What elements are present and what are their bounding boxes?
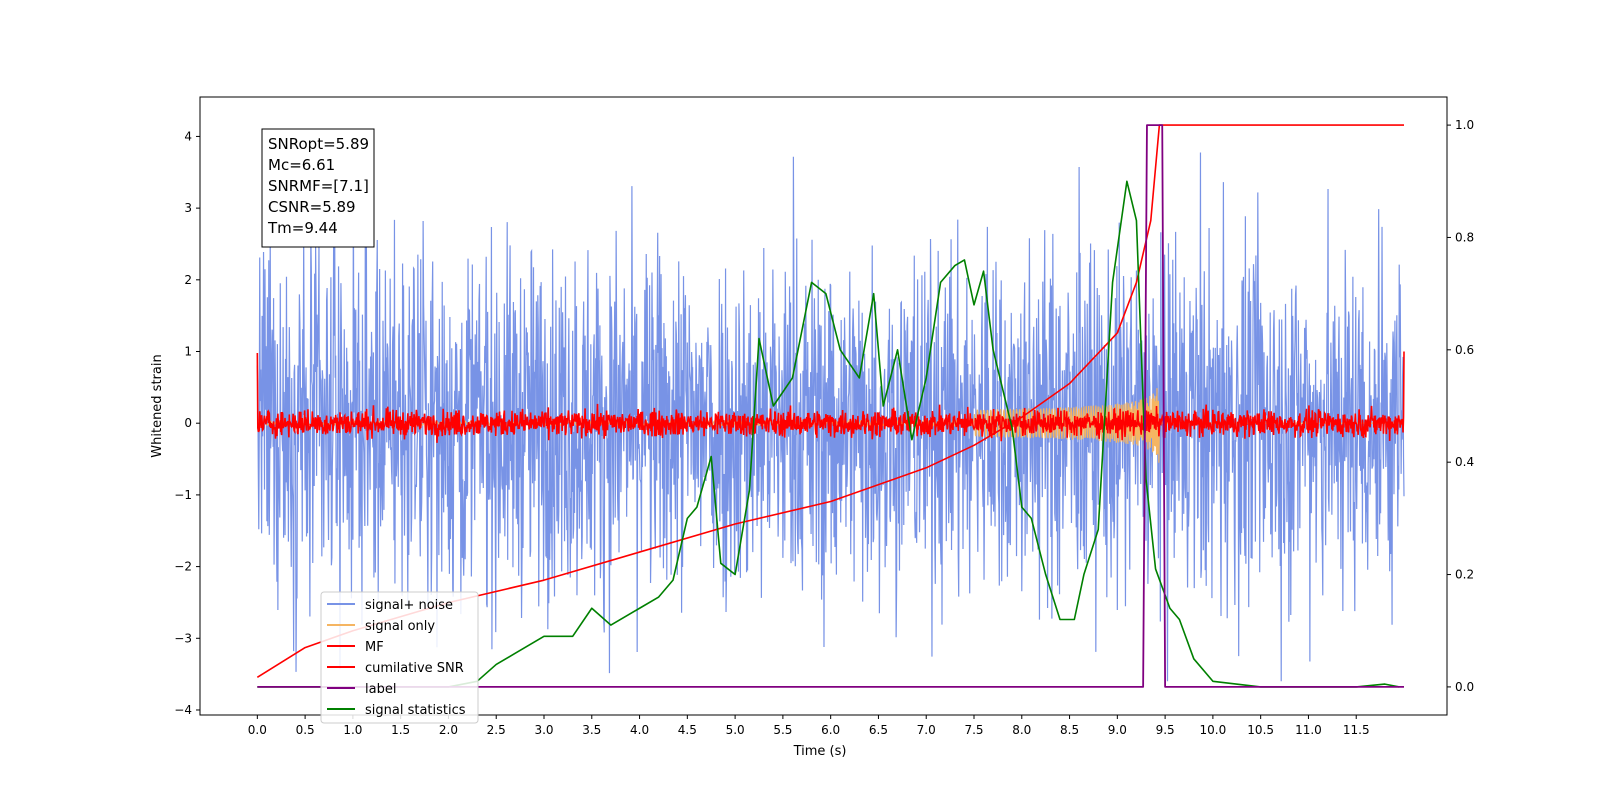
series-signal-noise bbox=[256, 152, 1405, 682]
x-tick-label: 1.5 bbox=[391, 723, 410, 737]
legend-label-signal-noise: signal+ noise bbox=[365, 598, 453, 613]
y-right-tick-label: 0.6 bbox=[1455, 343, 1474, 357]
legend-label-mf: MF bbox=[365, 640, 384, 655]
x-tick-label: 0.5 bbox=[296, 723, 315, 737]
legend-frame bbox=[320, 591, 479, 724]
legend-label-signal-only: signal only bbox=[365, 619, 435, 634]
x-tick-label: 6.0 bbox=[821, 723, 840, 737]
x-tick-label: 4.0 bbox=[630, 723, 649, 737]
y-left-tick-label: 4 bbox=[184, 129, 192, 143]
y-right-tick-label: 0.4 bbox=[1455, 455, 1474, 469]
x-tick-label: 8.5 bbox=[1060, 723, 1079, 737]
x-tick-label: 9.0 bbox=[1108, 723, 1127, 737]
x-tick-label: 2.0 bbox=[439, 723, 458, 737]
y-axis-label: Whitened strain bbox=[150, 354, 165, 457]
y-right-tick-label: 0.2 bbox=[1455, 568, 1474, 582]
x-tick-label: 0.0 bbox=[248, 723, 267, 737]
x-axis-label: Time (s) bbox=[793, 744, 847, 759]
x-tick-label: 9.5 bbox=[1156, 723, 1175, 737]
info-snr-mf: SNRMF=[7.1] bbox=[268, 177, 369, 195]
x-tick-label: 3.0 bbox=[534, 723, 553, 737]
info-snr-opt: SNRopt=5.89 bbox=[268, 135, 369, 153]
x-tick-label: 8.0 bbox=[1012, 723, 1031, 737]
y-right-tick-label: 0.8 bbox=[1455, 230, 1474, 244]
series-signal-statistics bbox=[257, 180, 1400, 688]
info-box: SNRopt=5.89 Mc=6.61 SNRMF=[7.1] CSNR=5.8… bbox=[261, 128, 375, 248]
legend-label-cumulative-snr: cumilative SNR bbox=[365, 661, 464, 676]
plot-frame bbox=[199, 96, 1448, 716]
legend-label-signal-statistics: signal statistics bbox=[365, 703, 466, 718]
legend-label-label: label bbox=[365, 682, 396, 697]
x-tick-label: 7.0 bbox=[917, 723, 936, 737]
x-tick-label: 1.0 bbox=[343, 723, 362, 737]
y-left-tick-label: −1 bbox=[174, 488, 192, 502]
y-left-tick-label: 1 bbox=[184, 345, 192, 359]
y-left-tick-label: −3 bbox=[174, 631, 192, 645]
y-right-tick-label: 1.0 bbox=[1455, 118, 1474, 132]
x-tick-label: 4.5 bbox=[678, 723, 697, 737]
y-right-tick-label: 0.0 bbox=[1455, 680, 1474, 694]
x-tick-label: 7.5 bbox=[964, 723, 983, 737]
info-csnr: CSNR=5.89 bbox=[268, 198, 356, 216]
x-tick-label: 11.0 bbox=[1295, 723, 1322, 737]
x-tick-label: 10.0 bbox=[1200, 723, 1227, 737]
x-tick-label: 3.5 bbox=[582, 723, 601, 737]
legend: signal+ noise signal only MF cumilative … bbox=[320, 591, 479, 724]
x-tick-label: 5.0 bbox=[726, 723, 745, 737]
y-left-tick-label: 2 bbox=[184, 273, 192, 287]
series-mf bbox=[256, 351, 1405, 443]
x-tick-label: 5.5 bbox=[773, 723, 792, 737]
y-left-tick-label: 0 bbox=[184, 416, 192, 430]
x-tick-label: 11.5 bbox=[1343, 723, 1370, 737]
x-tick-label: 2.5 bbox=[487, 723, 506, 737]
y-left-tick-label: −4 bbox=[174, 703, 192, 717]
series-label bbox=[257, 124, 1404, 688]
x-tick-label: 6.5 bbox=[869, 723, 888, 737]
info-merger-time: Tm=9.44 bbox=[267, 219, 338, 237]
y-left-tick-label: −2 bbox=[174, 560, 192, 574]
y-left-tick-label: 3 bbox=[184, 201, 192, 215]
info-chirp-mass: Mc=6.61 bbox=[268, 156, 335, 174]
info-box-frame bbox=[261, 128, 375, 248]
x-tick-label: 10.5 bbox=[1247, 723, 1274, 737]
